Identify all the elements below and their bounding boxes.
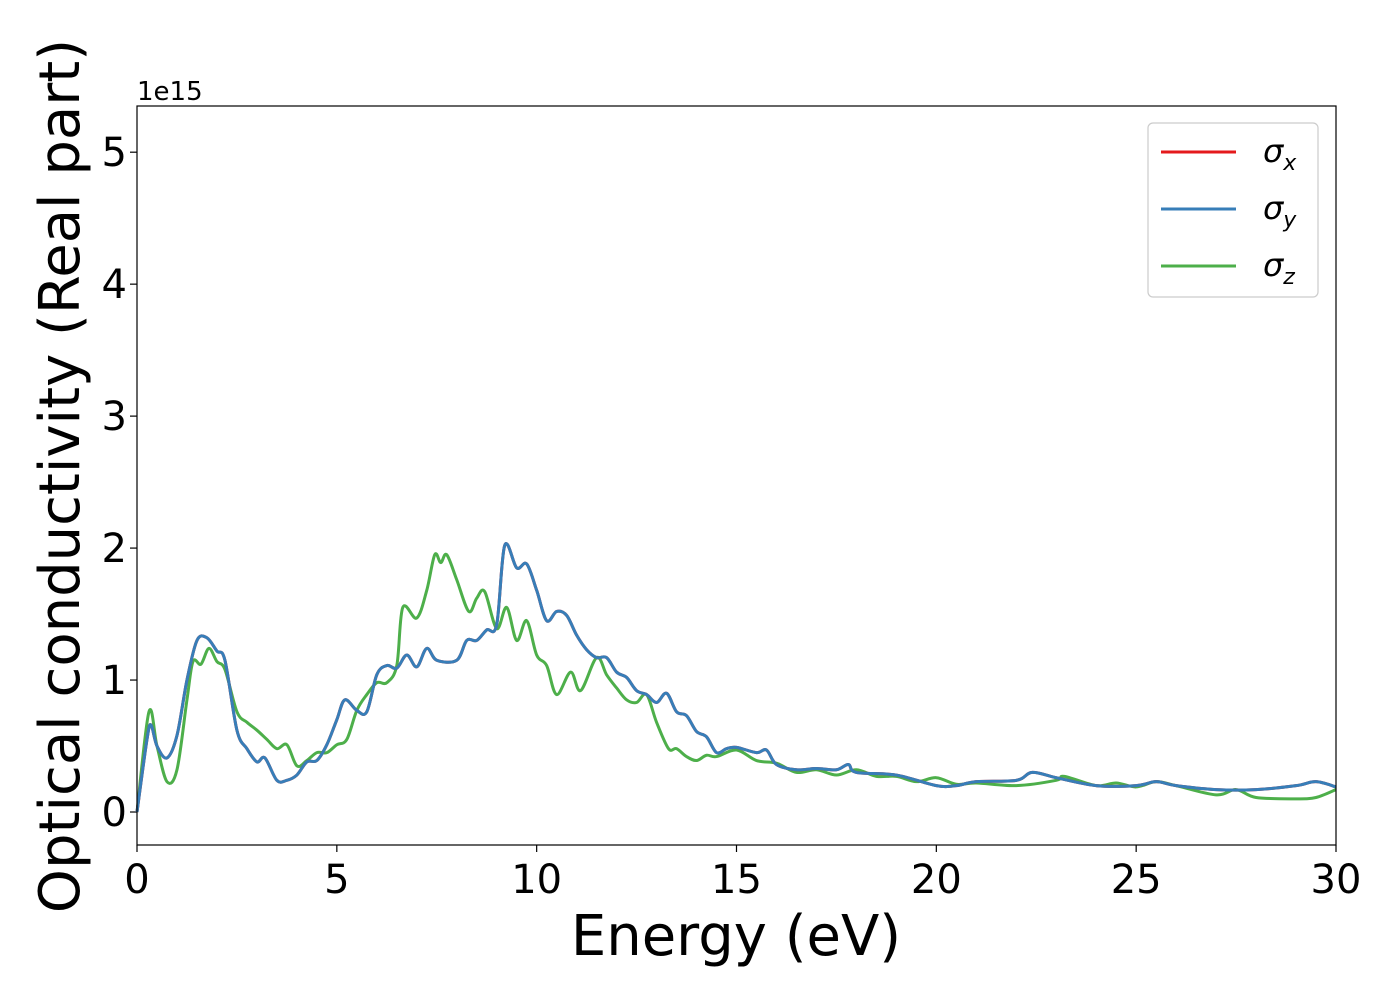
legend-label-y: σy bbox=[1263, 189, 1297, 233]
legend-symbol: σ bbox=[1263, 189, 1285, 227]
x-tick-label: 15 bbox=[711, 857, 762, 903]
y-tick-label: 4 bbox=[102, 262, 127, 308]
series-lines bbox=[135, 542, 1337, 813]
legend-symbol: σ bbox=[1263, 246, 1285, 284]
axis-ticks: 0 5 10 15 20 25 30 0 1 2 3 4 5 bbox=[102, 130, 1362, 903]
legend-symbol: σ bbox=[1263, 132, 1285, 170]
legend-label-z: σz bbox=[1263, 246, 1295, 290]
y-tick-label: 2 bbox=[102, 526, 127, 572]
series-line-sigma-y bbox=[135, 542, 1337, 813]
x-axis-label: Energy (eV) bbox=[571, 904, 901, 969]
x-tick-label: 20 bbox=[911, 857, 962, 903]
legend-subscript: x bbox=[1282, 151, 1297, 176]
series-line-sigma-x bbox=[135, 542, 1337, 813]
y-tick-label: 1 bbox=[102, 658, 127, 704]
y-tick-label: 5 bbox=[102, 130, 127, 176]
x-tick-label: 25 bbox=[1111, 857, 1162, 903]
y-tick-label: 3 bbox=[102, 394, 127, 440]
plot-frame bbox=[136, 105, 1337, 846]
x-tick-label: 30 bbox=[1311, 857, 1362, 903]
series-line-sigma-z bbox=[135, 552, 1337, 813]
y-tick-label: 0 bbox=[102, 790, 127, 836]
y-axis-label: Optical conductivity (Real part) bbox=[28, 39, 93, 913]
x-tick-label: 5 bbox=[324, 857, 349, 903]
x-tick-label: 0 bbox=[124, 857, 149, 903]
legend-subscript: z bbox=[1282, 265, 1295, 290]
x-tick-label: 10 bbox=[511, 857, 562, 903]
legend-subscript: y bbox=[1282, 208, 1297, 233]
legend-label-x: σx bbox=[1263, 132, 1297, 176]
y-offset-label: 1e15 bbox=[137, 77, 203, 107]
